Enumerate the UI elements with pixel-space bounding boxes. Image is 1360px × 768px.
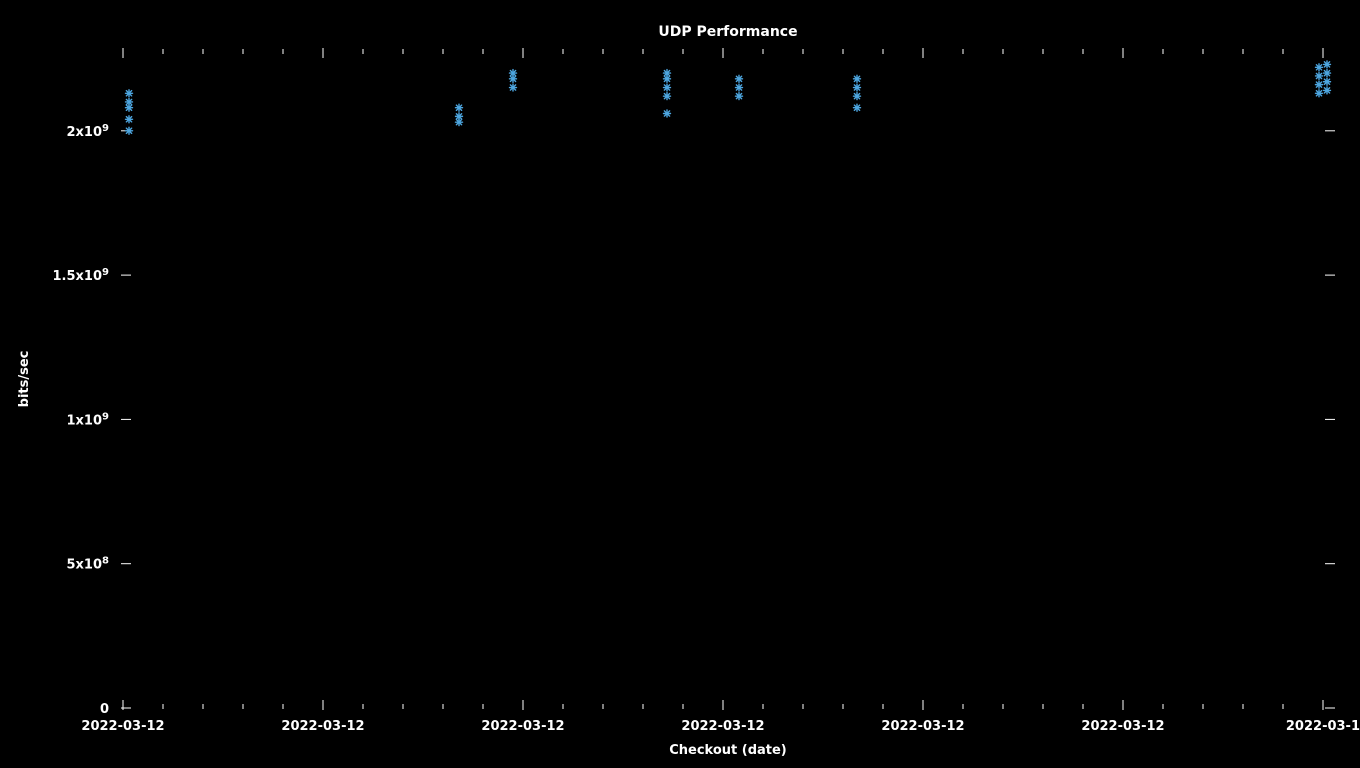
data-point bbox=[456, 104, 463, 111]
data-point bbox=[126, 116, 133, 123]
y-tick-label: 0 bbox=[100, 702, 109, 717]
x-axis-label: Checkout (date) bbox=[669, 743, 787, 758]
x-tick-label: 2022-03-12 bbox=[481, 719, 564, 734]
data-point bbox=[854, 104, 861, 111]
x-tick-label: 2022-03-12 bbox=[681, 719, 764, 734]
data-point bbox=[510, 70, 517, 77]
data-point bbox=[1324, 70, 1331, 77]
udp-performance-chart: UDP Performance 0 5x108 1x109 1.5x109 2x109 bi… bbox=[0, 0, 1360, 768]
x-tick-label: 2022-03-12 bbox=[1081, 719, 1164, 734]
data-point bbox=[664, 84, 671, 91]
chart-svg: UDP Performance 0 5x108 1x109 1.5x109 2x109 bi… bbox=[0, 0, 1360, 768]
data-point bbox=[1316, 64, 1323, 71]
y-tick-label: 2x109 bbox=[67, 122, 110, 140]
y-tick-label: 1x109 bbox=[67, 411, 110, 429]
data-point bbox=[456, 113, 463, 120]
y-tick-label: 5x108 bbox=[67, 555, 110, 573]
x-tick-label: 2022-03-12 bbox=[881, 719, 964, 734]
data-point bbox=[1324, 61, 1331, 68]
data-point bbox=[126, 127, 133, 134]
data-point bbox=[736, 84, 743, 91]
data-point bbox=[854, 75, 861, 82]
data-point bbox=[510, 84, 517, 91]
y-axis-label: bits/sec bbox=[17, 351, 32, 408]
data-point bbox=[664, 93, 671, 100]
data-point bbox=[126, 98, 133, 105]
data-point bbox=[1324, 78, 1331, 85]
data-point bbox=[664, 70, 671, 77]
data-point bbox=[736, 93, 743, 100]
y-tick-label: 1.5x109 bbox=[53, 267, 110, 285]
data-point bbox=[1316, 81, 1323, 88]
x-tick-label: 2022-03-1 bbox=[1286, 719, 1360, 734]
data-point bbox=[664, 110, 671, 117]
data-point bbox=[854, 84, 861, 91]
x-tick-label: 2022-03-12 bbox=[81, 719, 164, 734]
data-point bbox=[854, 93, 861, 100]
x-tick-label: 2022-03-12 bbox=[281, 719, 364, 734]
chart-title: UDP Performance bbox=[658, 24, 797, 40]
data-point bbox=[126, 90, 133, 97]
data-point bbox=[1316, 72, 1323, 79]
data-point bbox=[1324, 87, 1331, 94]
data-point bbox=[1316, 90, 1323, 97]
data-point bbox=[736, 75, 743, 82]
